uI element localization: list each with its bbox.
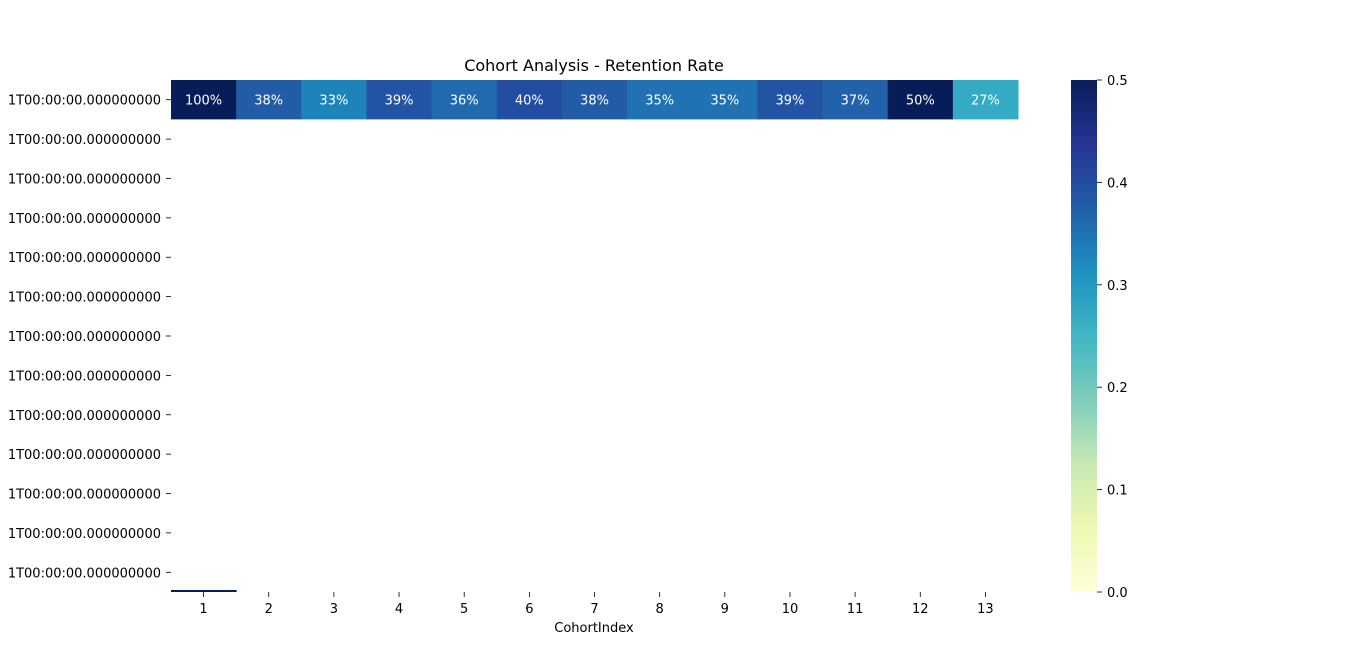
x-tick-label: 8 [656, 602, 664, 617]
colorbar-tick-label: 0.0 [1107, 586, 1128, 601]
cell-label: 38% [580, 94, 609, 109]
colorbar [1071, 80, 1097, 592]
chart-title: Cohort Analysis - Retention Rate [464, 56, 724, 75]
heatmap-cell [366, 80, 433, 120]
x-tick-label: 3 [330, 602, 338, 617]
colorbar-tick-label: 0.4 [1107, 176, 1128, 191]
y-tick-label: 1T00:00:00.000000000 [8, 330, 161, 345]
heatmap-cell [952, 80, 1019, 120]
heatmap-cell [627, 80, 693, 120]
y-tick-label: 1T00:00:00.000000000 [8, 488, 161, 503]
cell-label: 35% [710, 94, 739, 109]
heatmap-cell [171, 590, 237, 592]
x-tick-label: 4 [395, 602, 403, 617]
cell-label: 33% [319, 94, 348, 109]
y-axis-ticks: 1T00:00:00.000000000 1T00:00:00.000000000… [8, 94, 171, 581]
heatmap-cell [431, 80, 498, 120]
heatmap-cell [757, 80, 824, 120]
x-tick-label: 9 [721, 602, 729, 617]
y-tick-label: 1T00:00:00.000000000 [8, 251, 161, 266]
y-tick-label: 1T00:00:00.000000000 [8, 94, 161, 109]
y-tick-label: 1T00:00:00.000000000 [8, 133, 161, 148]
cell-label: 50% [906, 94, 935, 109]
x-tick-label: 1 [199, 602, 207, 617]
heatmap-cell [692, 80, 758, 120]
cell-label: 37% [841, 94, 870, 109]
y-tick-label: 1T00:00:00.000000000 [8, 291, 161, 306]
y-tick-label: 1T00:00:00.000000000 [8, 212, 161, 227]
y-tick-label: 1T00:00:00.000000000 [8, 409, 161, 424]
cell-label: 39% [385, 94, 414, 109]
heatmap-cell [496, 80, 563, 120]
colorbar-tick-label: 0.1 [1107, 484, 1128, 499]
x-axis-ticks: 1 2 3 4 5 6 7 8 9 10 11 12 13 [199, 592, 994, 617]
colorbar-tick-label: 0.5 [1107, 74, 1128, 89]
y-tick-label: 1T00:00:00.000000000 [8, 172, 161, 187]
y-tick-label: 1T00:00:00.000000000 [8, 527, 161, 542]
x-tick-label: 6 [525, 602, 533, 617]
y-tick-label: 1T00:00:00.000000000 [8, 448, 161, 463]
heatmap-cell [561, 80, 628, 120]
cell-label: 35% [645, 94, 674, 109]
x-tick-label: 7 [590, 602, 598, 617]
x-tick-label: 11 [847, 602, 864, 617]
cell-label: 39% [776, 94, 805, 109]
x-tick-label: 12 [912, 602, 929, 617]
heatmap-cell [887, 80, 954, 120]
cell-label: 36% [450, 94, 479, 109]
y-tick-label: 1T00:00:00.000000000 [8, 566, 161, 581]
x-tick-label: 2 [265, 602, 273, 617]
colorbar-ticks: 0.0 0.1 0.2 0.3 0.4 0.5 [1097, 74, 1128, 601]
heatmap-cells: 100% 38% 33% 39% 36% 40% 38% 35% 35% 39% 37% 50% 27% [171, 80, 1019, 592]
cell-label: 40% [515, 94, 544, 109]
x-tick-label: 13 [977, 602, 994, 617]
heatmap-cell [236, 80, 302, 120]
heatmap-cell [822, 80, 889, 120]
x-tick-label: 5 [460, 602, 468, 617]
y-tick-label: 1T00:00:00.000000000 [8, 369, 161, 384]
cell-label: 100% [185, 94, 222, 109]
x-axis-label: CohortIndex [554, 621, 634, 636]
cell-label: 38% [254, 94, 283, 109]
colorbar-tick-label: 0.3 [1107, 279, 1128, 294]
colorbar-tick-label: 0.2 [1107, 381, 1128, 396]
heatmap-cell [301, 80, 367, 120]
heatmap-cell [171, 80, 237, 120]
x-tick-label: 10 [782, 602, 799, 617]
cell-label: 27% [971, 94, 1000, 109]
